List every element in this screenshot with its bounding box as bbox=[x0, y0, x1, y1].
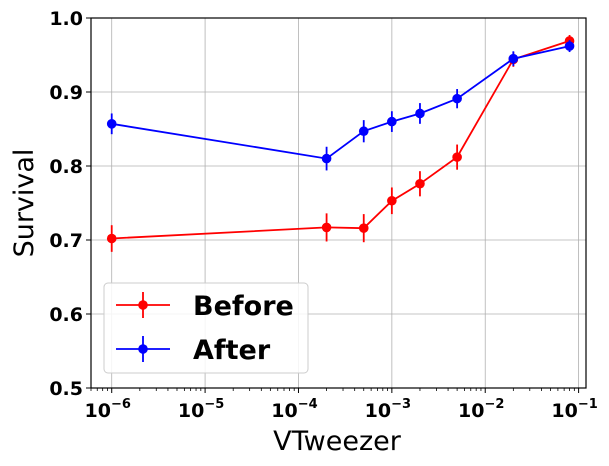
series-before-line bbox=[111, 40, 570, 240]
y-axis-label: Survival bbox=[9, 149, 40, 258]
data-point bbox=[452, 152, 462, 162]
legend-entry-after: After bbox=[116, 335, 271, 366]
data-point bbox=[387, 116, 397, 127]
x-tick-label: 10−4 bbox=[271, 397, 317, 422]
data-point bbox=[106, 233, 117, 244]
y-tick-label: 0.5 bbox=[49, 378, 83, 400]
legend-label: After bbox=[193, 335, 271, 366]
series-layer bbox=[106, 35, 575, 252]
legend-label: Before bbox=[193, 291, 294, 322]
data-point bbox=[321, 153, 332, 164]
y-tick-label: 0.8 bbox=[49, 156, 83, 178]
x-tick-label: 10−2 bbox=[458, 397, 504, 422]
plot-frame bbox=[90, 17, 587, 389]
legend: Before After bbox=[103, 282, 309, 374]
legend-marker bbox=[138, 344, 148, 354]
data-point bbox=[387, 195, 397, 206]
data-point bbox=[415, 108, 425, 119]
series-before bbox=[106, 35, 575, 252]
series-after bbox=[106, 40, 575, 171]
x-tick-label: 10−3 bbox=[365, 397, 411, 422]
data-point bbox=[508, 53, 519, 64]
y-tick-label: 0.9 bbox=[49, 82, 83, 104]
tick-labels: 0.5 0.6 0.7 0.8 0.9 1.0 10−6 10−5 10−4 10−3 10−2 10… bbox=[49, 8, 597, 422]
y-tick-label: 0.7 bbox=[49, 230, 83, 252]
data-point bbox=[321, 222, 332, 233]
data-point bbox=[106, 119, 117, 129]
data-point bbox=[452, 93, 462, 104]
data-point bbox=[358, 223, 369, 233]
x-tick-label: 10−1 bbox=[551, 397, 597, 422]
x-axis-label: VTweezer bbox=[273, 426, 402, 457]
y-tick-label: 0.6 bbox=[49, 304, 83, 326]
data-point bbox=[415, 178, 425, 189]
legend-entry-before: Before bbox=[116, 291, 294, 322]
series-after-line bbox=[111, 45, 570, 160]
x-tick-label: 10−6 bbox=[85, 397, 131, 422]
data-point bbox=[564, 41, 575, 51]
x-tick-label: 10−5 bbox=[178, 397, 224, 422]
data-point bbox=[358, 126, 369, 137]
y-tick-label: 1.0 bbox=[49, 8, 83, 30]
legend-marker bbox=[138, 300, 148, 310]
